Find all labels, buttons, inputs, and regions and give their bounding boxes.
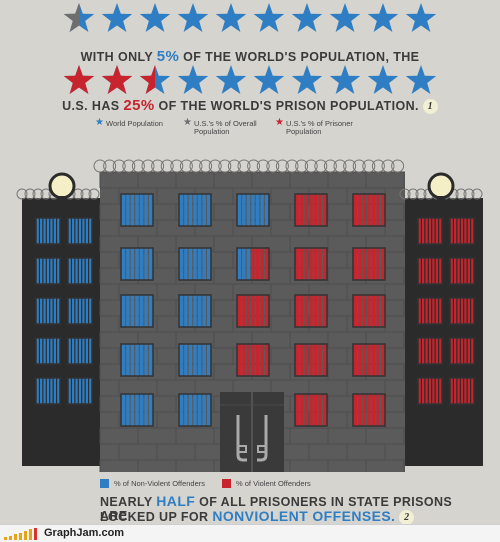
bottom-1-pre: NEARLY bbox=[100, 495, 157, 509]
site-name: GraphJam.com bbox=[44, 527, 125, 539]
right-lamp bbox=[427, 172, 455, 202]
world-population-stars bbox=[60, 2, 440, 36]
headline-line-2: U.S. HAS 25% OF THE WORLD'S PRISON POPUL… bbox=[0, 97, 500, 114]
blue-star-icon: ★ bbox=[95, 117, 104, 128]
left-wing bbox=[22, 198, 100, 466]
headline-1-pre: WITH ONLY bbox=[80, 50, 157, 64]
headline-2-pre: U.S. HAS bbox=[62, 99, 124, 113]
left-lamp bbox=[48, 172, 76, 202]
legend-us-overall-line1: U.S.'s % of Overall bbox=[194, 119, 257, 128]
offender-legend: % of Non-Violent Offenders % of Violent … bbox=[100, 478, 420, 492]
site-footer: GraphJam.com bbox=[0, 524, 500, 542]
row2-star-1 bbox=[63, 65, 95, 94]
footnote-badge-2: 2 bbox=[399, 510, 415, 525]
row2-star-7 bbox=[291, 65, 323, 94]
row2-star-8 bbox=[329, 65, 361, 94]
row2-star-3 bbox=[139, 65, 171, 94]
row1-star-10 bbox=[405, 3, 437, 32]
row1-star-9 bbox=[367, 3, 399, 32]
row1-star-2 bbox=[101, 3, 133, 32]
legend-us-overall-text: U.S.'s % of Overall Population bbox=[194, 120, 257, 136]
legend-us-prisoner-line2: Population bbox=[286, 127, 322, 136]
headline-2-pct: 25% bbox=[123, 97, 155, 114]
bottom-1-highlight: HALF bbox=[156, 493, 196, 509]
headline-1-pct: 5% bbox=[156, 48, 180, 65]
prison-population-stars bbox=[60, 64, 440, 98]
row2-star-9 bbox=[367, 65, 399, 94]
legend-violent-label: % of Violent Offenders bbox=[236, 479, 311, 488]
row1-star-8 bbox=[329, 3, 361, 32]
nonviolent-swatch bbox=[100, 479, 109, 488]
row2-star-2 bbox=[101, 65, 133, 94]
headline-1-post: OF THE WORLD'S POPULATION, THE bbox=[179, 50, 420, 64]
legend-nonviolent-label: % of Non-Violent Offenders bbox=[114, 479, 206, 488]
row1-star-3 bbox=[139, 3, 171, 32]
gray-star-icon: ★ bbox=[183, 117, 192, 128]
row2-star-10 bbox=[405, 65, 437, 94]
violent-swatch bbox=[222, 479, 231, 488]
graphjam-logo-icon bbox=[4, 528, 37, 540]
row1-star-5 bbox=[215, 3, 247, 32]
bottom-line-1: NEARLY HALF OF ALL PRISONERS IN STATE PR… bbox=[100, 493, 480, 523]
legend-us-prisoner-line1: U.S.'s % of Prisoner bbox=[286, 119, 353, 128]
red-star-icon: ★ bbox=[275, 117, 284, 128]
row1-star-1 bbox=[63, 3, 95, 32]
star-legend: ★ World Population ★ U.S.'s % of Overall… bbox=[95, 117, 415, 144]
row2-star-5 bbox=[215, 65, 247, 94]
row1-star-6 bbox=[253, 3, 285, 32]
bottom-2-pre: LOCKED UP FOR bbox=[100, 510, 213, 524]
cell-windows bbox=[35, 193, 475, 427]
row1-star-4 bbox=[177, 3, 209, 32]
legend-us-overall-line2: Population bbox=[194, 127, 230, 136]
bottom-line-2: LOCKED UP FOR NONVIOLENT OFFENSES. 2 bbox=[100, 508, 480, 525]
row2-star-4 bbox=[177, 65, 209, 94]
headline-2-post: OF THE WORLD'S PRISON POPULATION. bbox=[154, 99, 419, 113]
bottom-2-highlight: NONVIOLENT OFFENSES. bbox=[212, 508, 396, 524]
prison-door bbox=[220, 392, 284, 472]
headline-line-1: WITH ONLY 5% OF THE WORLD'S POPULATION, … bbox=[0, 48, 500, 65]
legend-us-prisoner-text: U.S.'s % of Prisoner Population bbox=[286, 120, 353, 136]
legend-world-label: World Population bbox=[106, 119, 163, 128]
prison-building-illustration bbox=[16, 159, 483, 472]
footnote-badge-1: 1 bbox=[422, 99, 438, 114]
bottom-1-post: OF ALL PRISONERS IN STATE PRISONS ARE bbox=[100, 495, 453, 523]
row2-star-6 bbox=[253, 65, 285, 94]
row1-star-7 bbox=[291, 3, 323, 32]
